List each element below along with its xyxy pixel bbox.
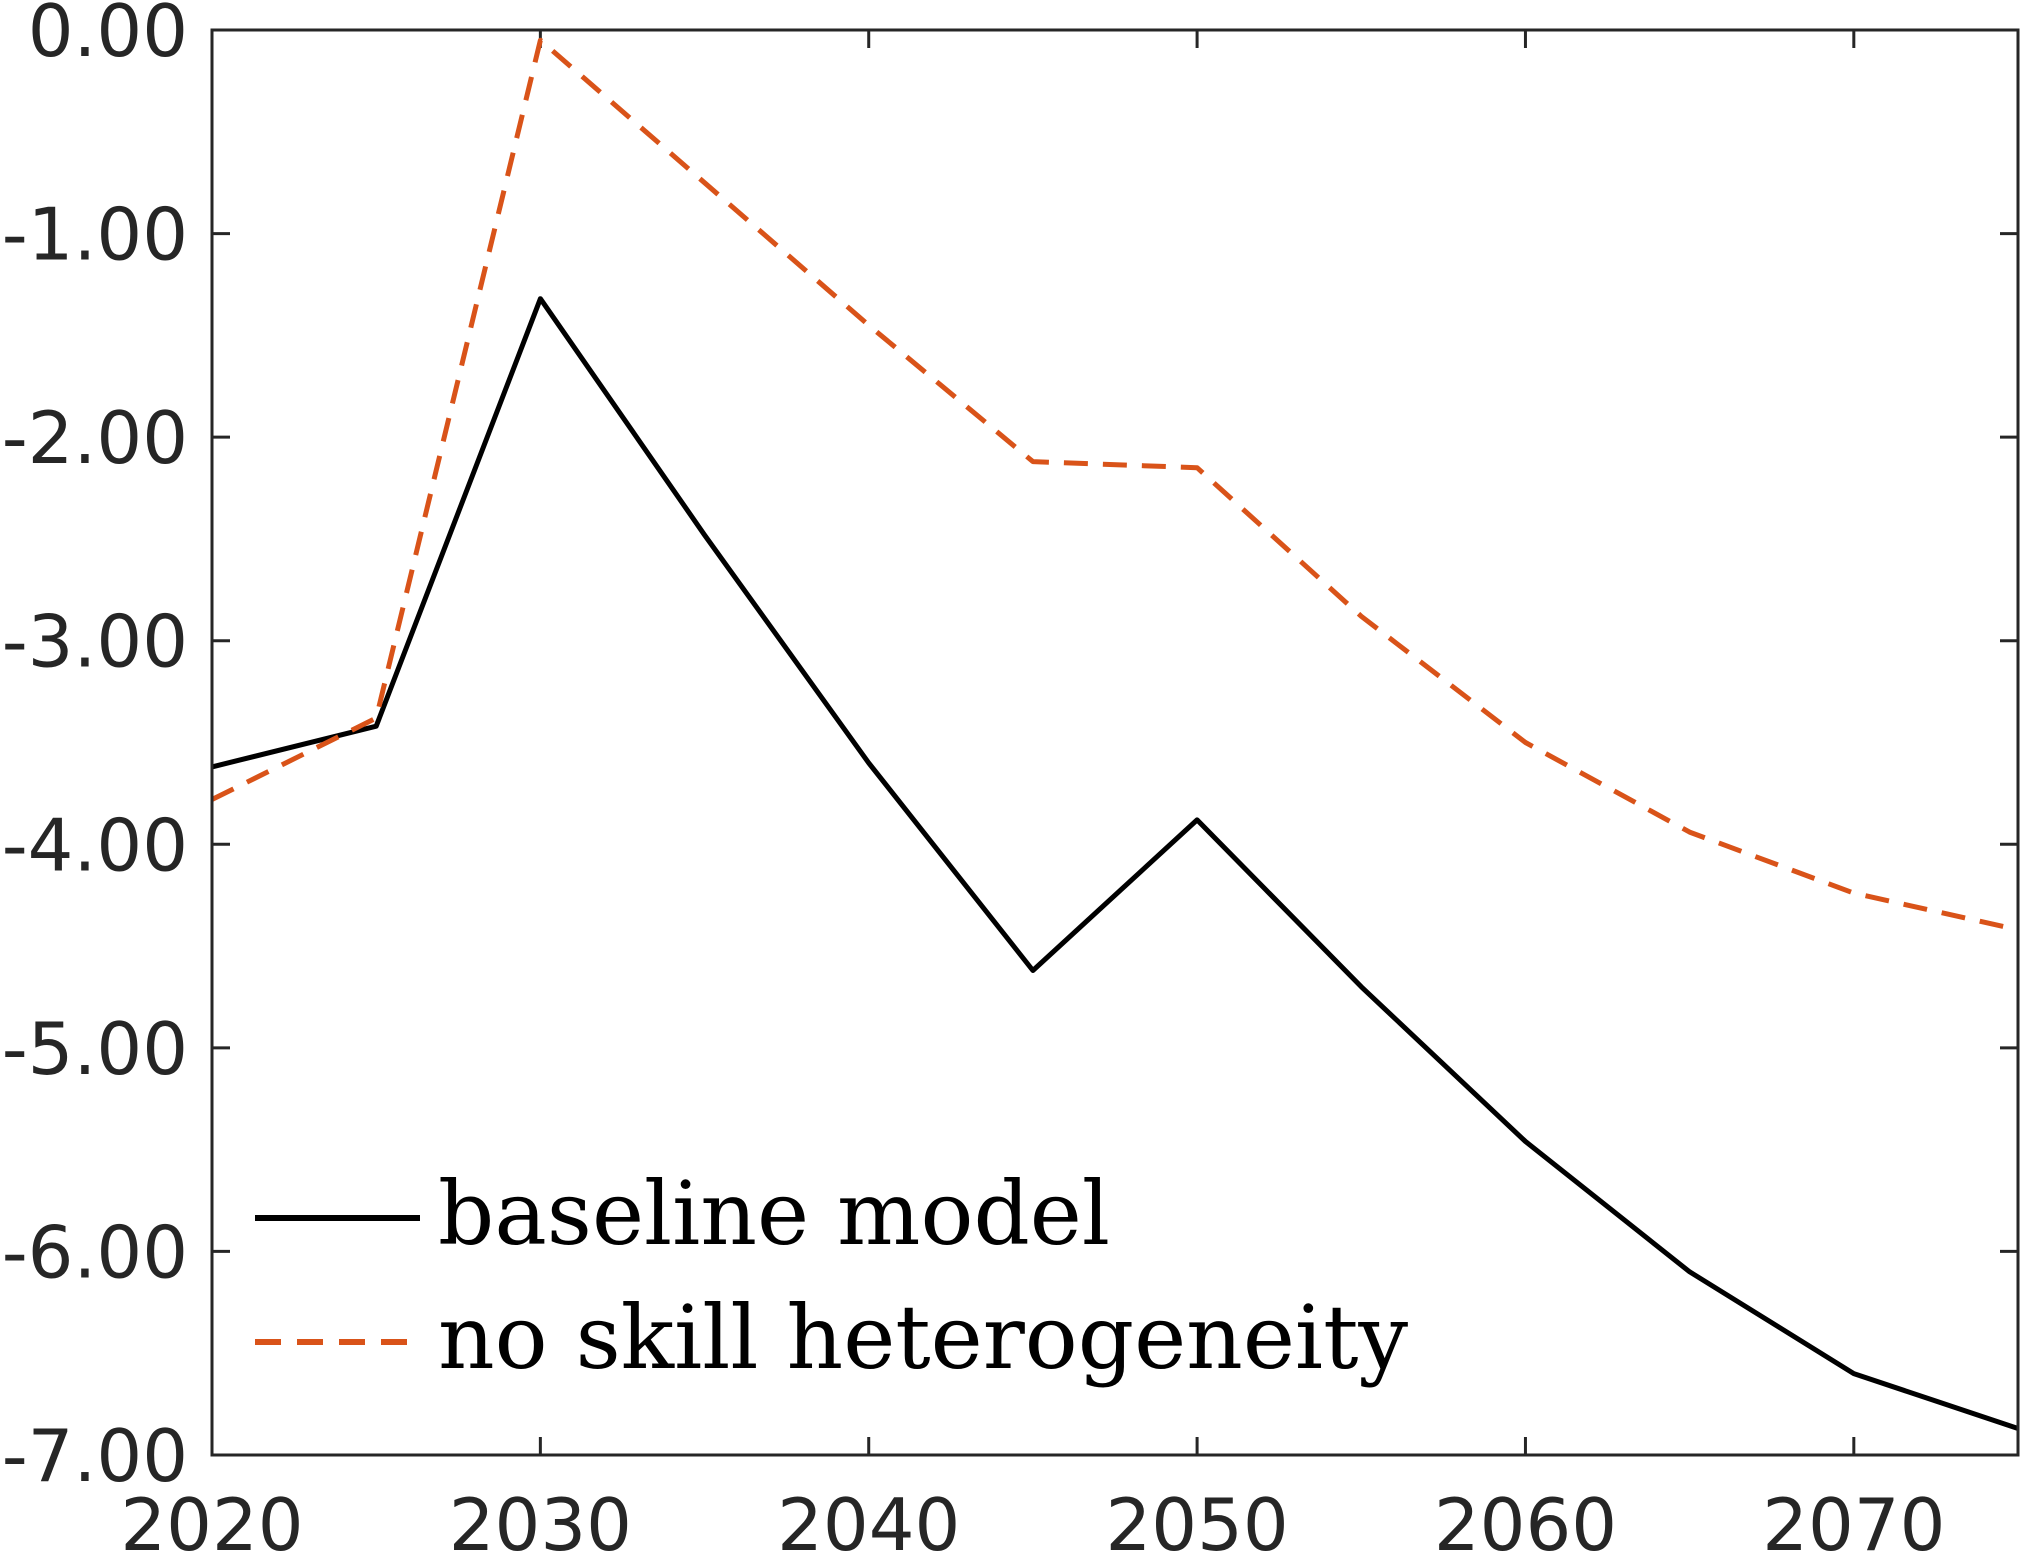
x-tick-label: 2060 — [1434, 1483, 1617, 1554]
series-line-no-skill — [210, 37, 2019, 933]
y-tick-label: -6.00 — [2, 1210, 188, 1294]
legend-label-baseline: baseline model — [438, 1162, 1110, 1265]
x-tick-label: 2020 — [120, 1483, 303, 1554]
y-tick-label: -3.00 — [2, 600, 188, 684]
y-tick-label: -2.00 — [2, 396, 188, 480]
legend: baseline model no skill heterogeneity — [255, 1162, 1408, 1389]
x-axis: 2020 2030 2040 2050 2060 2070 — [120, 30, 1945, 1554]
y-tick-label: -4.00 — [2, 803, 188, 887]
x-tick-label: 2030 — [449, 1483, 632, 1554]
x-tick-label: 2050 — [1105, 1483, 1288, 1554]
y-tick-label: -5.00 — [2, 1007, 188, 1091]
y-axis: 0.00 -1.00 -2.00 -3.00 -4.00 -5.00 -6.00 -7.00 — [2, 0, 2018, 1498]
y-tick-label: -1.00 — [2, 193, 188, 277]
y-tick-label: 0.00 — [28, 0, 188, 73]
x-tick-label: 2070 — [1762, 1483, 1945, 1554]
y-tick-label: -7.00 — [2, 1414, 188, 1498]
series-line-baseline — [211, 296, 2019, 1431]
plot-area-frame — [210, 28, 2020, 1457]
x-tick-label: 2040 — [777, 1483, 960, 1554]
legend-label-no-skill: no skill heterogeneity — [438, 1286, 1408, 1389]
plot-lines — [210, 37, 2019, 1431]
